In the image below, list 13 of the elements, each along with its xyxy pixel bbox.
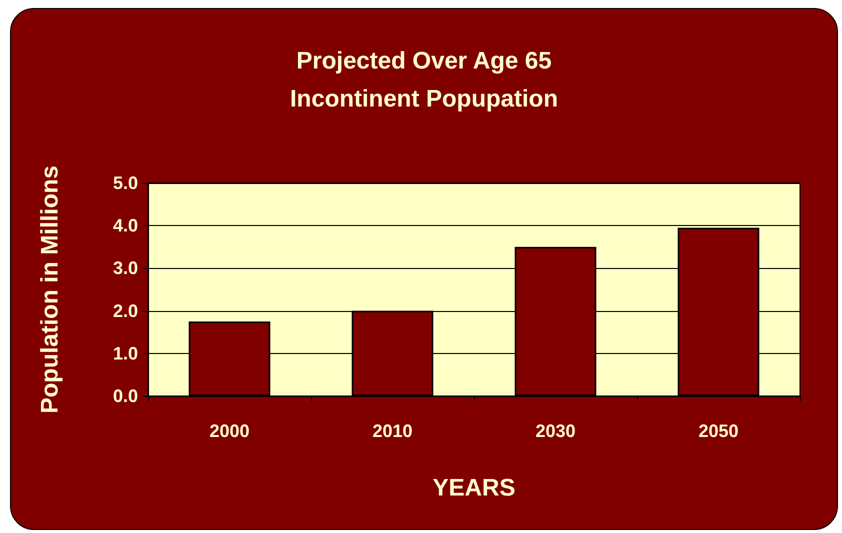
y-axis-title: Population in Millions [36, 166, 64, 414]
y-tick-label: 1.0 [112, 343, 138, 364]
x-axis-title: YEARS [432, 474, 516, 502]
y-tick-label: 2.0 [112, 300, 138, 321]
y-tick-label: 5.0 [112, 173, 138, 193]
x-tick-label: 2000 [209, 421, 250, 441]
x-tick-label: 2030 [535, 421, 576, 441]
y-tick-label: 4.0 [112, 216, 138, 236]
y-tick-label: 3.0 [112, 258, 138, 278]
x-tick-label: 2010 [372, 421, 413, 441]
x-tick-label: 2050 [698, 421, 739, 441]
chart-title: Projected Over Age 65 Incontinent Popupation [290, 48, 558, 112]
y-tick-label: 0.0 [112, 386, 138, 406]
